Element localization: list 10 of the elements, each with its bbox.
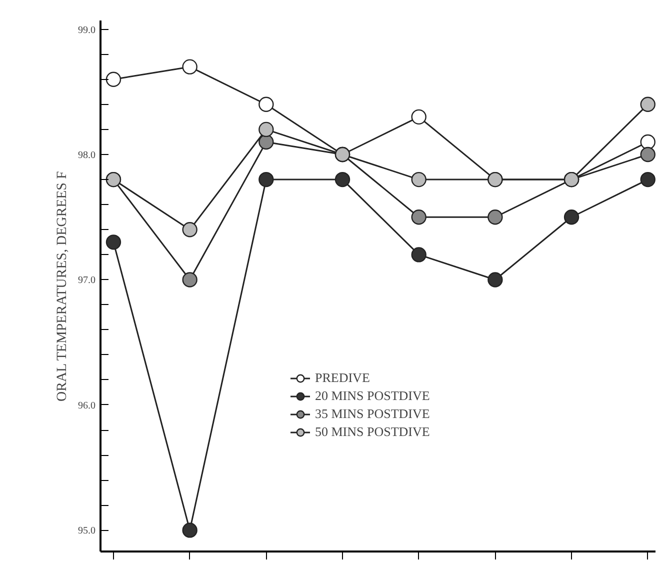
y-tick-label: 97.0 bbox=[78, 275, 96, 286]
y-axis-title: ORAL TEMPERATURES, DEGREES F bbox=[55, 171, 70, 402]
legend-label: 50 MINS POSTDIVE bbox=[315, 423, 430, 441]
legend-label: PREDIVE bbox=[315, 369, 370, 387]
y-tick-label: 99.0 bbox=[78, 24, 96, 36]
legend-label: 35 MINS POSTDIVE bbox=[315, 405, 430, 423]
legend-label: 20 MINS POSTDIVE bbox=[315, 387, 430, 405]
y-tick-label: 95.0 bbox=[78, 526, 96, 537]
y-tick-label: 98.0 bbox=[78, 150, 96, 161]
y-tick-label: 96.0 bbox=[78, 400, 96, 412]
